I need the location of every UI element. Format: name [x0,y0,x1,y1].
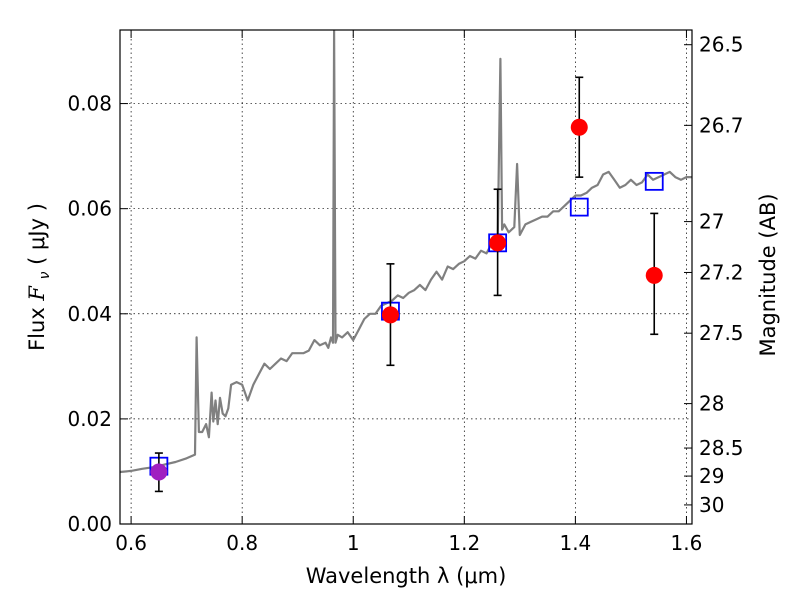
y-axis-label: Flux F ν ( μJy ) [25,203,54,351]
spectrum-series [120,30,692,474]
observed-series [150,118,663,481]
y-tick-label: 0.04 [67,302,112,326]
observed-point [489,234,507,252]
x-tick-label: 1 [347,531,360,555]
spectrum-line [120,30,692,474]
model-box-series [149,171,664,476]
errorbar-series [154,76,659,493]
x-tick-label: 1.6 [671,531,703,555]
x-tick-label: 0.6 [115,531,147,555]
axis-ticks: 0.6 0.8 1 1.2 1.4 1.6 0.00 0.02 0.04 0.06 0.08 26.5… [67,30,744,555]
y-axis-label-symbol: F [25,285,49,302]
model-box-marker [644,171,664,191]
observed-point [645,266,663,284]
y-tick-label: 0.06 [67,197,112,221]
observed-point [150,463,168,481]
y2-tick-label: 30 [699,493,724,517]
observed-point [381,306,399,324]
model-box-marker [569,197,589,217]
y2-tick-label: 28 [699,392,724,416]
y-axis-label-prefix: Flux [25,301,49,351]
y2-tick-label: 27.5 [699,321,744,345]
x-axis-label: Wavelength λ (μm) [306,564,507,588]
plot-frame [119,29,693,525]
y-axis-label-suffix: ( μJy ) [25,203,49,265]
y2-tick-label: 27.2 [699,260,744,284]
y-axis-label-subscript: ν [37,271,53,279]
grid-lines [120,30,692,525]
y-tick-label: 0.08 [67,92,112,116]
y-tick-label: 0.02 [67,407,112,431]
x-tick-label: 0.8 [226,531,258,555]
x-tick-label: 1.2 [448,531,480,555]
y-tick-label: 0.00 [67,512,112,536]
y2-axis-label: Magnitude (AB) [756,193,780,356]
observed-point [570,118,588,136]
x-tick-label: 1.4 [559,531,591,555]
y2-tick-label: 27 [699,210,724,234]
y2-tick-label: 26.5 [699,33,744,57]
y2-tick-label: 26.7 [699,113,744,137]
y2-tick-label: 28.5 [699,436,744,460]
y2-tick-label: 29 [699,464,724,488]
